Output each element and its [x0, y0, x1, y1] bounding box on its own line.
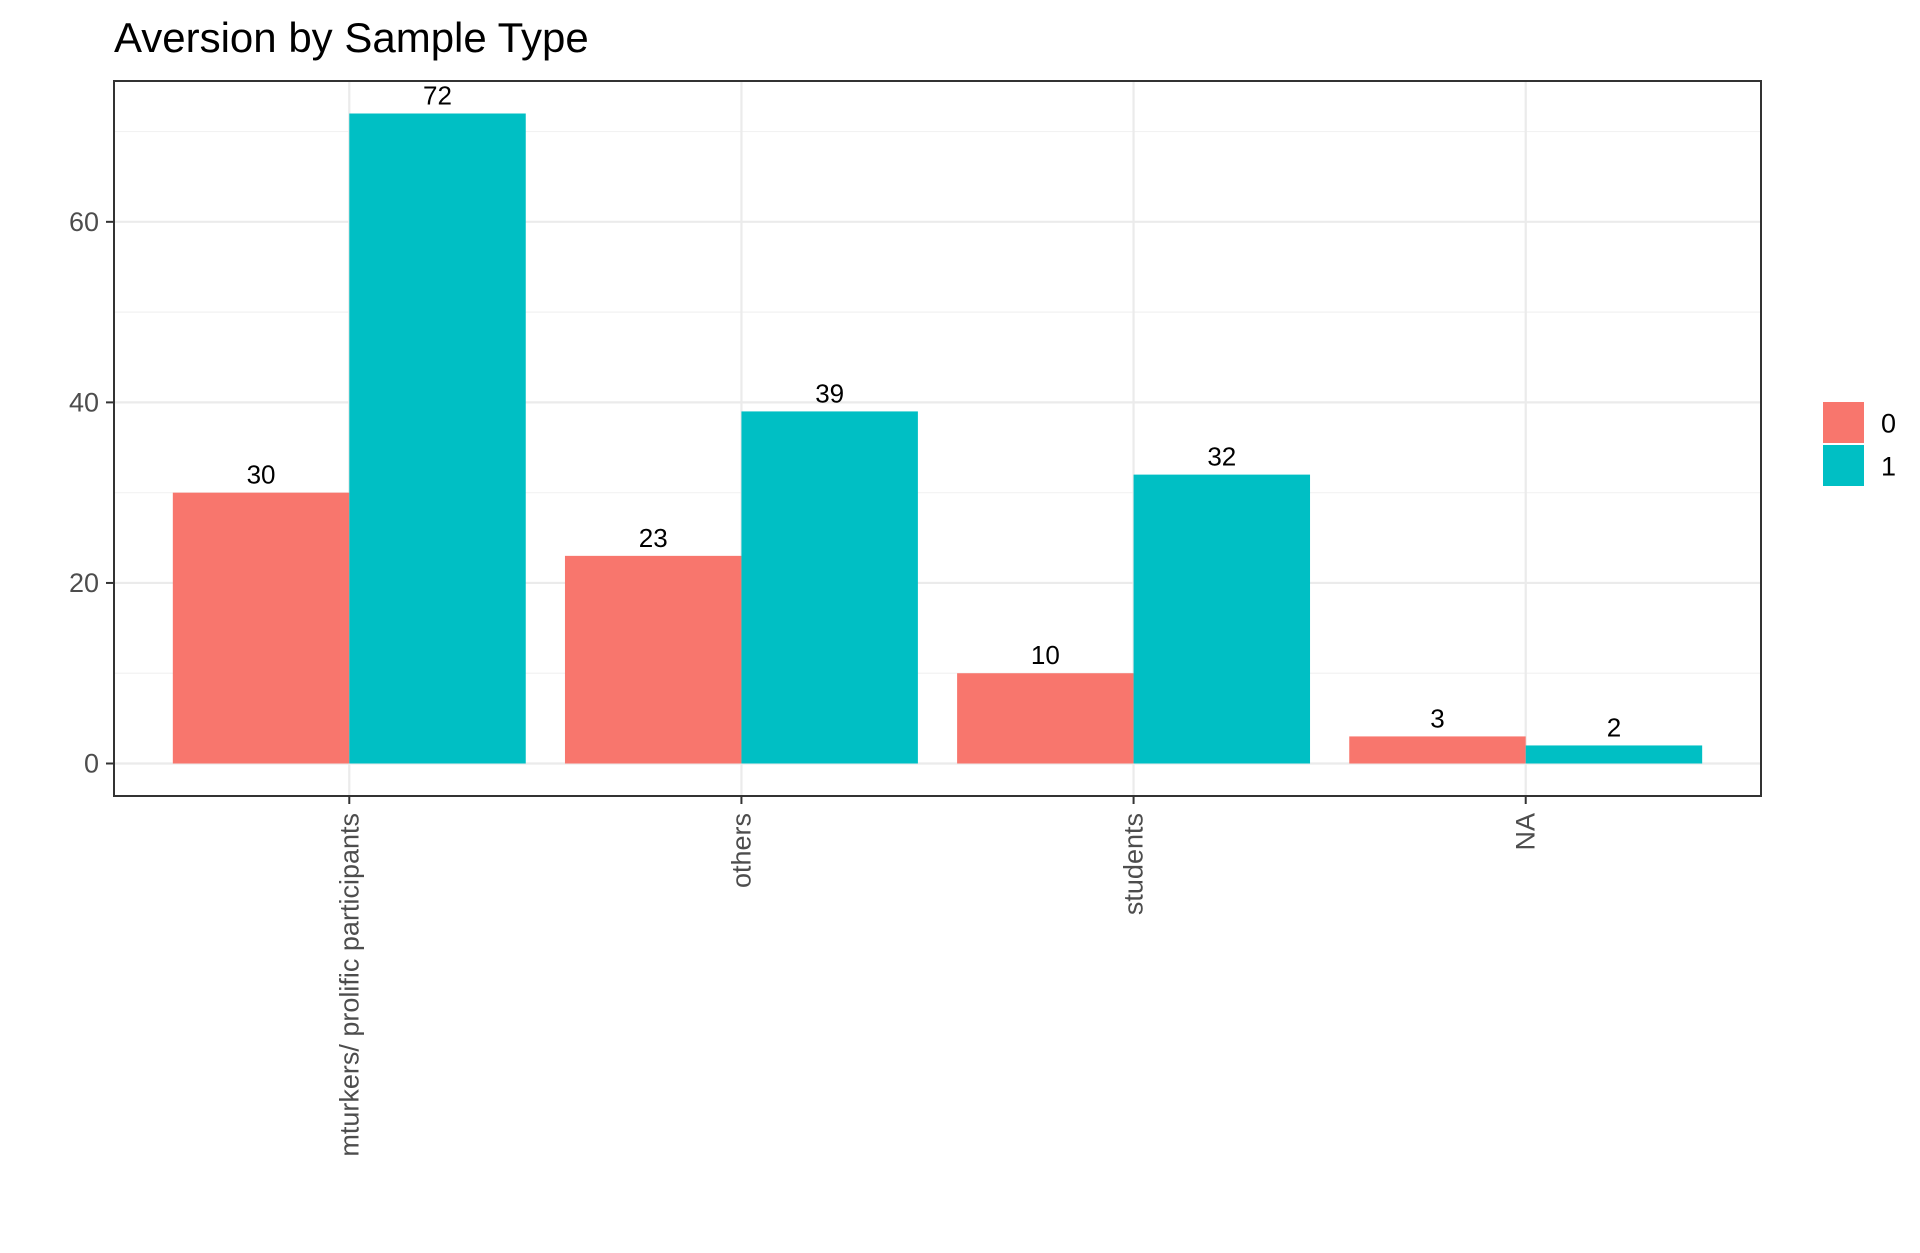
data-label-series-0-1: 30: [247, 460, 276, 490]
legend-key-0: [1821, 400, 1866, 445]
data-label-series-0-4: 3: [1430, 703, 1444, 733]
data-label-series-1-2: 39: [815, 378, 844, 408]
plot-border: [113, 80, 1762, 797]
legend-label-1: 1: [1881, 452, 1896, 482]
bar-series-1-2: [741, 411, 918, 764]
data-label-series-0-2: 23: [639, 523, 668, 553]
bar-series-0-3: [957, 673, 1134, 764]
bar-series-0-2: [564, 555, 742, 764]
data-label-series-1-1: 72: [423, 81, 452, 111]
x-tick-label: students: [1119, 813, 1149, 915]
x-tick-label: NA: [1511, 813, 1541, 851]
axes: 0 20 40 60 mturkers/ prolific participants ot…: [69, 207, 1541, 1157]
y-tick-label: 40: [69, 387, 99, 417]
bar-series-1-3: [1133, 474, 1311, 764]
legend-label-0: 0: [1881, 409, 1896, 439]
bar-series-0-1: [172, 492, 350, 764]
x-tick-label: others: [726, 813, 756, 888]
x-tick-label: mturkers/ prolific participants: [334, 813, 364, 1157]
data-label-series-0-3: 10: [1031, 640, 1060, 670]
y-tick-label: 20: [69, 568, 99, 598]
legend: 01: [1821, 400, 1896, 488]
y-tick-label: 60: [69, 207, 99, 237]
data-label-series-1-3: 32: [1207, 442, 1236, 472]
legend-key-1: [1821, 443, 1866, 488]
bars: [172, 113, 1703, 764]
bar-series-1-1: [349, 113, 526, 764]
data-label-series-1-4: 2: [1607, 712, 1621, 742]
chart-title: Aversion by Sample Type: [114, 14, 589, 61]
y-tick-label: 0: [84, 749, 99, 779]
bar-series-1-4: [1525, 745, 1703, 764]
bar-series-0-4: [1349, 736, 1526, 764]
